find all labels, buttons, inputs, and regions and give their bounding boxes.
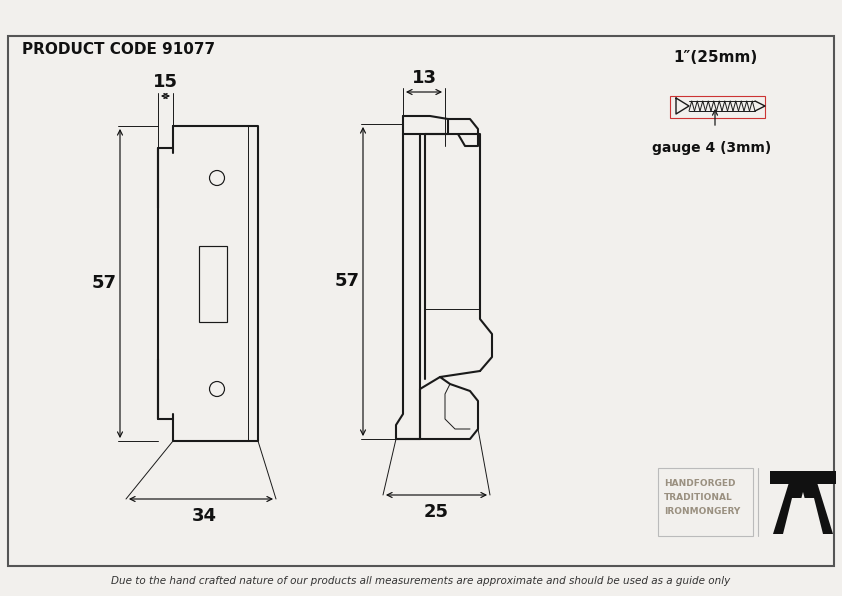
Text: TRADITIONAL: TRADITIONAL bbox=[664, 492, 733, 501]
Bar bbox=[199, 246, 227, 321]
Text: 13: 13 bbox=[412, 69, 436, 87]
Polygon shape bbox=[795, 492, 811, 522]
Text: PRODUCT CODE 91077: PRODUCT CODE 91077 bbox=[22, 42, 215, 57]
Text: 34: 34 bbox=[191, 507, 216, 525]
Text: 25: 25 bbox=[424, 503, 449, 521]
Bar bbox=[8, 36, 834, 566]
Text: 1″(25mm): 1″(25mm) bbox=[673, 51, 757, 66]
Text: IRONMONGERY: IRONMONGERY bbox=[664, 507, 740, 516]
Text: 57: 57 bbox=[334, 272, 360, 290]
Text: gauge 4 (3mm): gauge 4 (3mm) bbox=[653, 141, 771, 155]
Polygon shape bbox=[773, 476, 833, 534]
Text: Due to the hand crafted nature of our products all measurements are approximate : Due to the hand crafted nature of our pr… bbox=[111, 576, 731, 586]
Text: 57: 57 bbox=[92, 275, 116, 293]
Bar bbox=[770, 471, 836, 484]
Polygon shape bbox=[790, 498, 816, 506]
Text: 15: 15 bbox=[153, 73, 178, 91]
Bar bbox=[658, 468, 753, 536]
Bar bbox=[670, 96, 765, 118]
Text: HANDFORGED: HANDFORGED bbox=[664, 479, 736, 488]
